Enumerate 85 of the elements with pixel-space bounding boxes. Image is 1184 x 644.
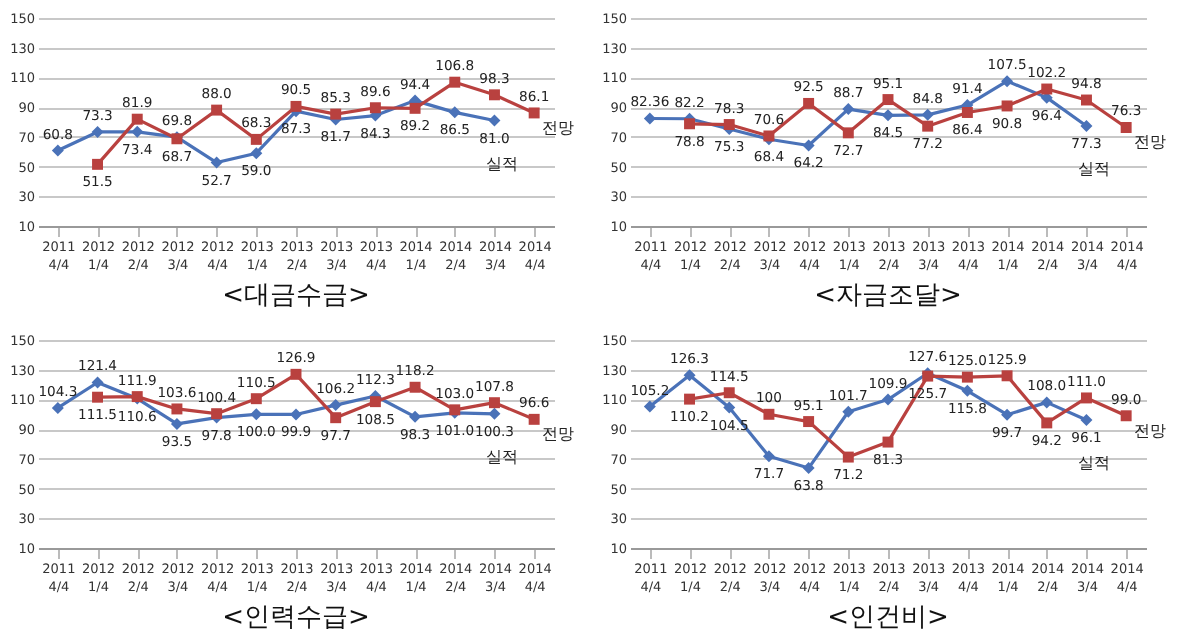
point	[91, 376, 104, 389]
text: <인건비>	[827, 603, 949, 633]
point	[882, 94, 894, 106]
point	[330, 108, 342, 120]
point	[1120, 410, 1132, 422]
series-label: 실적	[486, 447, 519, 466]
point	[1080, 392, 1092, 404]
point	[1001, 100, 1013, 112]
point	[842, 103, 855, 116]
point	[369, 396, 381, 408]
point	[762, 450, 775, 463]
point	[882, 393, 894, 406]
text: <자금조달>	[814, 281, 962, 311]
point	[448, 106, 461, 119]
point	[803, 97, 815, 109]
series-label: 전망	[1134, 133, 1167, 152]
point	[842, 405, 855, 418]
point	[528, 413, 540, 425]
point	[131, 113, 143, 125]
series-label: 전망	[1134, 421, 1167, 440]
point	[802, 462, 815, 475]
text: <인력수급>	[222, 603, 370, 633]
point	[684, 393, 696, 405]
point	[1001, 75, 1014, 88]
point	[488, 397, 500, 409]
point	[369, 102, 381, 114]
point	[802, 139, 815, 152]
point	[882, 109, 894, 122]
point	[921, 108, 934, 121]
point	[409, 102, 421, 114]
point	[210, 156, 223, 169]
point	[842, 451, 854, 463]
point	[683, 369, 696, 382]
series-label: 실적	[486, 154, 519, 173]
point	[92, 158, 104, 170]
point	[961, 371, 973, 383]
point	[723, 119, 735, 130]
point	[1080, 120, 1093, 133]
point	[763, 408, 775, 420]
point	[1120, 122, 1132, 133]
point	[409, 381, 421, 393]
point	[329, 399, 342, 412]
point	[51, 144, 64, 157]
series-label: 전망	[542, 118, 575, 137]
point	[1041, 417, 1053, 429]
text: <대금수금>	[222, 281, 370, 311]
point	[131, 125, 144, 138]
point	[92, 391, 104, 403]
point	[170, 417, 183, 430]
point	[250, 133, 262, 145]
point	[882, 436, 894, 448]
point	[91, 125, 104, 138]
point	[643, 400, 656, 413]
point	[1080, 414, 1093, 427]
point	[488, 89, 500, 101]
point	[961, 384, 974, 397]
point	[842, 127, 854, 139]
point	[1001, 408, 1014, 421]
point	[250, 393, 262, 405]
point	[290, 408, 302, 421]
point	[643, 112, 656, 125]
point	[211, 104, 223, 116]
point	[1041, 83, 1053, 95]
point	[1001, 370, 1013, 382]
point	[290, 368, 302, 380]
point	[330, 412, 342, 424]
point	[922, 120, 934, 132]
point	[171, 403, 183, 415]
point	[803, 416, 815, 428]
series-label: 전망	[542, 425, 575, 444]
point	[1080, 94, 1092, 106]
point	[1040, 396, 1053, 409]
series-label: 실적	[1078, 160, 1111, 179]
point	[449, 76, 461, 88]
point	[723, 401, 736, 414]
point	[528, 107, 540, 119]
point	[51, 401, 64, 414]
point	[290, 100, 302, 112]
point	[250, 147, 263, 160]
point	[961, 107, 973, 118]
point	[488, 407, 501, 420]
point	[488, 114, 501, 127]
point	[684, 118, 696, 130]
series-label: 실적	[1078, 454, 1111, 473]
point	[723, 387, 735, 399]
